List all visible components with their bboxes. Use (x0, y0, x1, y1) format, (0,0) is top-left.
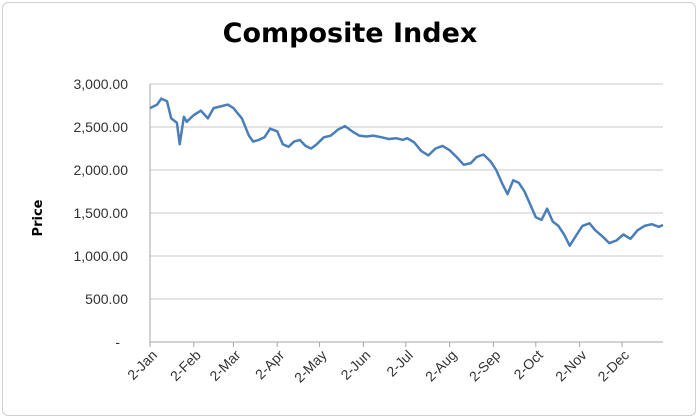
chart-title: Composite Index (222, 18, 478, 49)
y-tick-label: 1,000.00 (74, 248, 129, 264)
y-axis-ticks: - 500.00 1,000.00 1,500.00 2,000.00 2,500.00 3… (74, 76, 129, 350)
x-tick-label: 2-Nov (552, 347, 590, 385)
x-tick-label: 2-Dec (594, 347, 632, 385)
y-tick-label: 2,000.00 (74, 162, 129, 178)
x-tick-label: 2-Jul (383, 347, 416, 380)
x-tick-label: 2-Feb (167, 347, 204, 384)
x-tick-label: 2-Mar (206, 347, 243, 384)
x-tick-label: 2-Aug (422, 347, 460, 385)
chart-frame (2, 2, 696, 416)
x-tick-label: 2-Sep (466, 347, 504, 385)
gridlines (150, 83, 663, 300)
axes (149, 84, 663, 343)
y-tick-label: - (115, 334, 120, 350)
x-tick-label: 2-May (291, 347, 330, 386)
y-tick-label: 500.00 (85, 291, 128, 307)
x-tick-label: 2-Oct (510, 347, 546, 383)
y-tick-label: 2,500.00 (74, 119, 129, 135)
x-tick-label: 2-Apr (252, 347, 288, 383)
series-layer (149, 97, 664, 247)
x-tick-label: 2-Jun (337, 347, 373, 383)
y-axis-label: Price (31, 199, 46, 236)
x-axis-ticks: 2-Jan 2-Feb 2-Mar 2-Apr 2-May 2-Jun 2-Jul 2-Aug… (124, 342, 632, 386)
y-tick-label: 1,500.00 (74, 205, 129, 221)
series-line (149, 97, 664, 247)
x-tick-label: 2-Jan (124, 347, 160, 383)
y-tick-label: 3,000.00 (74, 76, 129, 92)
